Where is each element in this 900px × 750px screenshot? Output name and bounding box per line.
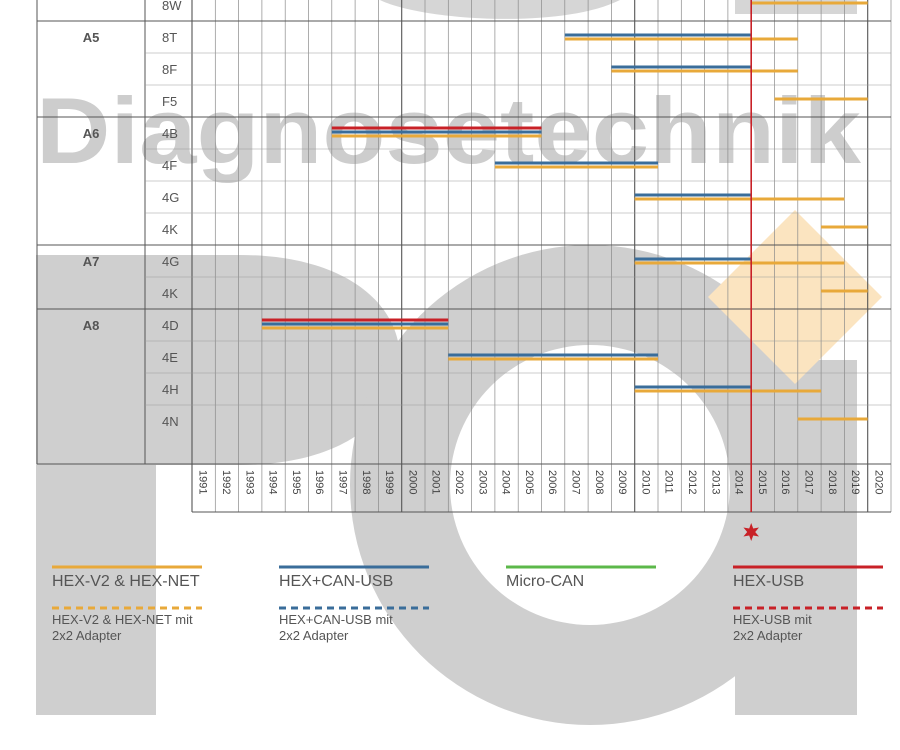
x-tick-label-2018: 2018 <box>826 470 838 494</box>
x-tick-label-2000: 2000 <box>406 470 418 494</box>
x-tick-label-2007: 2007 <box>569 470 581 494</box>
x-tick-label-1993: 1993 <box>243 470 255 494</box>
x-tick-label-1995: 1995 <box>290 470 302 494</box>
model-label: A8 <box>83 318 100 333</box>
row-code-label: 8T <box>162 30 177 45</box>
x-axis: 1991 1992 1993 1994 1995 1996 1997 1998 1999 2000… <box>197 470 885 494</box>
x-tick-label-2016: 2016 <box>779 470 791 494</box>
x-tick-label-1996: 1996 <box>313 470 325 494</box>
legend-sub-label-hex-v2: HEX-V2 & HEX-NET mit 2x2 Adapter <box>52 612 193 643</box>
row-code-label: 4G <box>162 190 179 205</box>
x-tick-label-2020: 2020 <box>872 470 884 494</box>
x-tick-label-2019: 2019 <box>849 470 861 494</box>
x-tick-label-2010: 2010 <box>639 470 651 494</box>
x-tick-label-2009: 2009 <box>616 470 628 494</box>
timeline-bars <box>261 0 868 541</box>
legend-label-hex-usb: HEX-USB <box>733 573 804 590</box>
row-code-label: 4K <box>162 286 178 301</box>
x-tick-label-1999: 1999 <box>383 470 395 494</box>
x-tick-label-1992: 1992 <box>220 470 232 494</box>
row-code-label: 4H <box>162 382 179 397</box>
legend-sub-line-1: HEX-V2 & HEX-NET mit <box>52 612 193 627</box>
row-code-label: F5 <box>162 94 177 109</box>
watermark-bar-left <box>36 255 156 715</box>
watermark-letter-p <box>156 255 400 465</box>
row-code-label: 4G <box>162 254 179 269</box>
legend-sub-line-1: HEX-USB mit <box>733 612 812 627</box>
legend-sub-label-hex-usb: HEX-USB mit 2x2 Adapter <box>733 612 812 643</box>
x-tick-label-2012: 2012 <box>686 470 698 494</box>
x-tick-label-2002: 2002 <box>453 470 465 494</box>
row-code-label: 4E <box>162 350 178 365</box>
x-tick-label-2003: 2003 <box>476 470 488 494</box>
model-label: A5 <box>83 30 100 45</box>
x-tick-label-2008: 2008 <box>593 470 605 494</box>
x-tick-label-2011: 2011 <box>663 470 675 494</box>
row-code-label: 4F <box>162 158 177 173</box>
row-code-label: 4K <box>162 222 178 237</box>
x-tick-label-2014: 2014 <box>733 470 745 494</box>
x-tick-label-2006: 2006 <box>546 470 558 494</box>
row-code-label: 4N <box>162 414 179 429</box>
x-tick-label-2017: 2017 <box>802 470 814 494</box>
row-code-label: 8F <box>162 62 177 77</box>
x-tick-label-2001: 2001 <box>430 470 442 494</box>
legend-sub-line-2: 2x2 Adapter <box>733 628 803 643</box>
watermark-bar-right <box>735 360 857 715</box>
watermark-top-arc <box>380 0 620 19</box>
legend-sub-line-1: HEX+CAN-USB mit <box>279 612 393 627</box>
legend-label-micro-can: Micro-CAN <box>506 573 584 590</box>
chart-grid <box>36 0 892 513</box>
watermark-letter-o <box>350 245 830 725</box>
model-label: A7 <box>83 254 100 269</box>
legend-label-hex-v2: HEX-V2 & HEX-NET <box>52 573 200 590</box>
highlight-star-icon <box>743 523 759 541</box>
x-tick-label-1997: 1997 <box>336 470 348 494</box>
x-tick-label-2015: 2015 <box>756 470 768 494</box>
legend-sub-line-2: 2x2 Adapter <box>279 628 349 643</box>
legend-label-hex-can-usb: HEX+CAN-USB <box>279 573 393 590</box>
x-tick-label-1998: 1998 <box>360 470 372 494</box>
x-tick-label-2004: 2004 <box>500 470 512 494</box>
model-label: A6 <box>83 126 100 141</box>
x-tick-label-1991: 1991 <box>197 470 209 494</box>
x-tick-label-2013: 2013 <box>709 470 721 494</box>
legend-sub-label-hex-can-usb: HEX+CAN-USB mit 2x2 Adapter <box>279 612 393 643</box>
x-tick-label-1994: 1994 <box>267 470 279 494</box>
legend-sub-line-2: 2x2 Adapter <box>52 628 122 643</box>
row-code-label: 8W <box>162 0 182 13</box>
row-code-label: 4D <box>162 318 179 333</box>
x-tick-label-2005: 2005 <box>523 470 535 494</box>
row-code-label: 4B <box>162 126 178 141</box>
row-labels: 8W A5 8T 8F F5 A6 4B 4F 4G 4K A7 4G 4K A8 4D 4E 4H 4N <box>83 0 183 429</box>
